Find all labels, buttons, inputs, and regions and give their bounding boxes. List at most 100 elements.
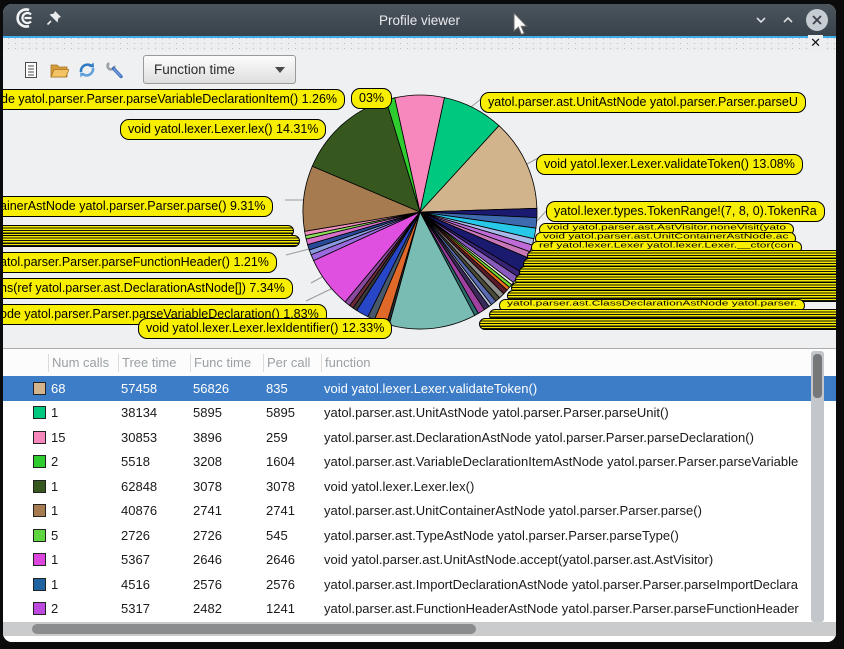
- cell-func-time: 2576: [193, 576, 222, 592]
- vertical-scrollbar-thumb[interactable]: [813, 354, 822, 398]
- cell-function: void yatol.parser.ast.UnitAstNode.accept…: [324, 552, 714, 568]
- col-function[interactable]: function: [321, 353, 836, 372]
- cell-function: void yatol.lexer.Lexer.lex(): [324, 478, 475, 494]
- cell-function: yatol.parser.ast.DeclarationAstNode yato…: [324, 429, 754, 445]
- profile-viewer-window: Profile viewer ✕: [3, 4, 836, 642]
- pie-callout: void yatol.lexer.Lexer.lex() 14.31%: [120, 119, 327, 140]
- row-color-swatch: [33, 504, 46, 518]
- table-row[interactable]: 1 62848 3078 3078 void yatol.lexer.Lexer.lex…: [3, 474, 836, 499]
- panel-close-button[interactable]: ✕: [808, 35, 823, 51]
- table-row[interactable]: 68 57458 56826 835 void yatol.lexer.Lexer.va…: [3, 376, 836, 401]
- cell-tree-time: 5518: [121, 454, 150, 470]
- active-window-accent: [3, 36, 836, 38]
- cell-per-call: 2576: [266, 576, 295, 592]
- view-mode-dropdown[interactable]: Function time: [143, 55, 296, 84]
- col-per-call[interactable]: Per call: [263, 353, 321, 372]
- cell-func-time: 3208: [193, 454, 222, 470]
- pie-callout: ns(ref yatol.parser.ast.DeclarationAstNo…: [3, 278, 293, 299]
- cell-func-time: 3078: [193, 478, 222, 494]
- cell-function: void yatol.lexer.Lexer.validateToken(): [324, 380, 538, 396]
- cell-num-calls: 5: [51, 527, 59, 543]
- row-color-swatch: [33, 553, 46, 567]
- cell-per-call: 2741: [266, 503, 295, 519]
- cell-tree-time: 2726: [121, 527, 150, 543]
- callout-connector-line: [305, 287, 334, 302]
- options-wrench-button[interactable]: [101, 56, 129, 84]
- row-color-swatch: [33, 381, 46, 395]
- pie-callout: [479, 318, 836, 330]
- refresh-button[interactable]: [73, 56, 101, 84]
- cell-num-calls: 15: [51, 429, 66, 445]
- cell-per-call: 1604: [266, 454, 295, 470]
- pie-callout: 03%: [351, 88, 393, 109]
- cell-tree-time: 38134: [121, 405, 158, 421]
- table-row[interactable]: 2 5518 3208 1604 yatol.parser.ast.VariableDe…: [3, 449, 836, 474]
- cell-tree-time: 5317: [121, 601, 150, 617]
- table-row[interactable]: 15 30853 3896 259 yatol.parser.ast.Declarati…: [3, 425, 836, 450]
- table-header[interactable]: Num calls Tree time Func time Per call f…: [3, 349, 836, 376]
- cell-num-calls: 1: [51, 576, 59, 592]
- report-button[interactable]: [17, 56, 45, 84]
- cell-tree-time: 30853: [121, 429, 158, 445]
- col-func-time[interactable]: Func time: [190, 353, 263, 372]
- col-num-calls[interactable]: Num calls: [48, 353, 118, 372]
- table-row[interactable]: 1 4516 2576 2576 yatol.parser.ast.ImportDecl…: [3, 572, 836, 597]
- pie-callout: ainerAstNode yatol.parser.Parser.parse()…: [3, 196, 274, 217]
- row-color-swatch: [33, 406, 46, 420]
- mouse-cursor: [513, 11, 533, 44]
- cell-func-time: 56826: [193, 380, 230, 396]
- open-file-button[interactable]: [45, 56, 73, 84]
- cell-func-time: 2646: [193, 552, 222, 568]
- pin-icon[interactable]: [45, 9, 63, 32]
- window-title: Profile viewer: [378, 12, 461, 28]
- horizontal-scrollbar[interactable]: [3, 622, 836, 636]
- cell-per-call: 5895: [266, 405, 295, 421]
- pie-callout: void yatol.lexer.Lexer.lexIdentifier() 1…: [138, 318, 393, 339]
- cell-function: yatol.parser.ast.ImportDeclarationAstNod…: [324, 576, 798, 592]
- table-row[interactable]: 1 40876 2741 2741 yatol.parser.ast.UnitConta…: [3, 498, 836, 523]
- maximize-button[interactable]: [779, 11, 797, 29]
- cell-func-time: 5895: [193, 405, 222, 421]
- pie-callout: yatol.parser.ast.UnitAstNode yatol.parse…: [480, 92, 806, 113]
- table-row[interactable]: 1 38134 5895 5895 yatol.parser.ast.UnitAstNo…: [3, 400, 836, 425]
- cell-function: yatol.parser.ast.TypeAstNode yatol.parse…: [324, 527, 679, 543]
- cell-num-calls: 2: [51, 601, 59, 617]
- pie-callout: atol.parser.Parser.parseFunctionHeader()…: [3, 252, 277, 273]
- close-button[interactable]: [806, 9, 828, 31]
- pie-chart[interactable]: [3, 88, 836, 348]
- cell-function: yatol.parser.ast.UnitAstNode yatol.parse…: [324, 405, 669, 421]
- table-row[interactable]: 1 5367 2646 2646 void yatol.parser.ast.UnitA…: [3, 547, 836, 572]
- pie-callout: void yatol.lexer.Lexer.validateToken() 1…: [536, 154, 803, 175]
- app-logo-icon: [13, 7, 35, 34]
- cell-func-time: 2482: [193, 601, 222, 617]
- cell-per-call: 545: [266, 527, 288, 543]
- pie-chart-area: 03% de yatol.parser.Parser.parseVariableD…: [3, 88, 836, 348]
- cell-function: yatol.parser.ast.VariableDeclarationItem…: [324, 454, 799, 470]
- cell-tree-time: 57458: [121, 380, 158, 396]
- cell-num-calls: 1: [51, 552, 59, 568]
- cell-per-call: 835: [266, 380, 288, 396]
- callout-connector-line: [470, 98, 482, 108]
- row-color-swatch: [33, 602, 46, 616]
- dock-handle[interactable]: ✕: [3, 35, 836, 51]
- cell-per-call: 259: [266, 429, 288, 445]
- vertical-scrollbar[interactable]: [811, 351, 824, 622]
- pie-callout: [3, 235, 300, 247]
- table-row[interactable]: 5 2726 2726 545 yatol.parser.ast.TypeAstNode…: [3, 523, 836, 548]
- table-row[interactable]: 2 5317 2482 1241 yatol.parser.ast.FunctionHe…: [3, 596, 836, 621]
- row-color-swatch: [33, 479, 46, 493]
- minimize-button[interactable]: [752, 11, 770, 29]
- profile-table: Num calls Tree time Func time Per call f…: [3, 348, 836, 642]
- col-tree-time[interactable]: Tree time: [118, 353, 190, 372]
- horizontal-scrollbar-thumb[interactable]: [32, 624, 476, 634]
- dropdown-value: Function time: [154, 62, 236, 77]
- chevron-down-icon: [275, 66, 285, 73]
- pie-slice[interactable]: [419, 125, 538, 213]
- cell-num-calls: 1: [51, 503, 59, 519]
- row-color-swatch: [33, 577, 46, 591]
- pie-slice[interactable]: [388, 210, 476, 330]
- titlebar[interactable]: Profile viewer: [3, 4, 836, 36]
- cell-func-time: 2741: [193, 503, 222, 519]
- cell-func-time: 3896: [193, 429, 222, 445]
- cell-per-call: 1241: [266, 601, 295, 617]
